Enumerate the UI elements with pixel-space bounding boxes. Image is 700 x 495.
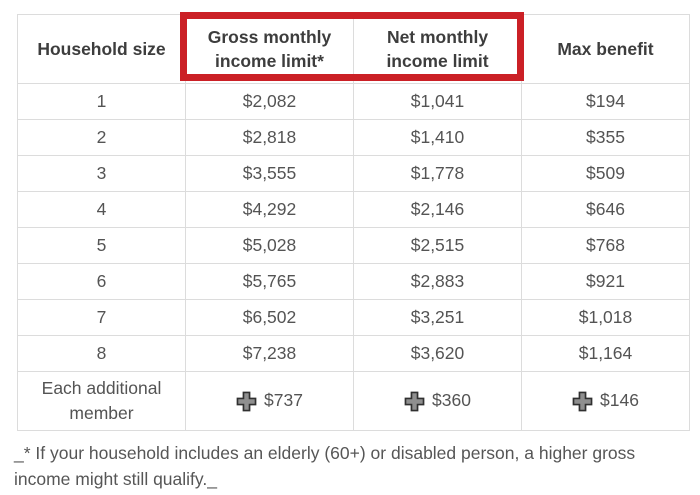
net-limit-cell: $3,620 [353, 335, 522, 372]
each-additional-member-row: Each additional member $737 $360 [17, 371, 690, 431]
net-limit-cell: $1,041 [353, 83, 522, 120]
max-benefit-cell: $355 [521, 119, 690, 156]
footnote: _* If your household includes an elderly… [14, 443, 636, 490]
gross-limit-cell: $3,555 [185, 155, 354, 192]
additional-amount: $146 [600, 390, 639, 411]
max-benefit-cell: $509 [521, 155, 690, 192]
max-benefit-cell: $1,018 [521, 299, 690, 336]
plus-icon [236, 391, 257, 411]
household-size-cell: 8 [17, 335, 186, 372]
table-row: 3 $3,555 $1,778 $509 [17, 155, 690, 192]
gross-limit-cell: $7,238 [185, 335, 354, 372]
additional-amount: $737 [264, 390, 303, 411]
header-row: Household size Gross monthly income limi… [17, 14, 690, 84]
plus-icon [572, 391, 593, 411]
max-benefit-cell: $194 [521, 83, 690, 120]
household-size-cell: 1 [17, 83, 186, 120]
table-row: 6 $5,765 $2,883 $921 [17, 263, 690, 300]
net-limit-cell: $1,778 [353, 155, 522, 192]
table-row: 8 $7,238 $3,620 $1,164 [17, 335, 690, 372]
max-benefit-cell: $768 [521, 227, 690, 264]
household-size-cell: 3 [17, 155, 186, 192]
household-size-cell: 7 [17, 299, 186, 336]
net-limit-cell: $360 [353, 371, 522, 431]
column-header-net-income-limit: Net monthly income limit [353, 14, 522, 84]
gross-limit-cell: $4,292 [185, 191, 354, 228]
household-size-cell: 2 [17, 119, 186, 156]
household-size-cell: 6 [17, 263, 186, 300]
household-size-cell: Each additional member [17, 371, 186, 431]
table-row: 4 $4,292 $2,146 $646 [17, 191, 690, 228]
gross-limit-cell: $2,082 [185, 83, 354, 120]
table-row: 5 $5,028 $2,515 $768 [17, 227, 690, 264]
max-benefit-cell: $921 [521, 263, 690, 300]
column-header-gross-income-limit: Gross monthly income limit* [185, 14, 354, 84]
gross-limit-cell: $6,502 [185, 299, 354, 336]
plus-icon [404, 391, 425, 411]
gross-limit-cell: $737 [185, 371, 354, 431]
gross-limit-cell: $5,028 [185, 227, 354, 264]
column-header-max-benefit: Max benefit [521, 14, 690, 84]
income-limits-table: Household size Gross monthly income limi… [17, 14, 690, 431]
net-limit-cell: $2,146 [353, 191, 522, 228]
max-benefit-cell: $146 [521, 371, 690, 431]
net-limit-cell: $1,410 [353, 119, 522, 156]
max-benefit-cell: $646 [521, 191, 690, 228]
net-limit-cell: $2,883 [353, 263, 522, 300]
net-limit-cell: $2,515 [353, 227, 522, 264]
column-header-household-size: Household size [17, 14, 186, 84]
household-size-cell: 4 [17, 191, 186, 228]
gross-limit-cell: $2,818 [185, 119, 354, 156]
max-benefit-cell: $1,164 [521, 335, 690, 372]
table-row: 2 $2,818 $1,410 $355 [17, 119, 690, 156]
table-row: 7 $6,502 $3,251 $1,018 [17, 299, 690, 336]
table-row: 1 $2,082 $1,041 $194 [17, 83, 690, 120]
gross-limit-cell: $5,765 [185, 263, 354, 300]
household-size-cell: 5 [17, 227, 186, 264]
net-limit-cell: $3,251 [353, 299, 522, 336]
additional-amount: $360 [432, 390, 471, 411]
